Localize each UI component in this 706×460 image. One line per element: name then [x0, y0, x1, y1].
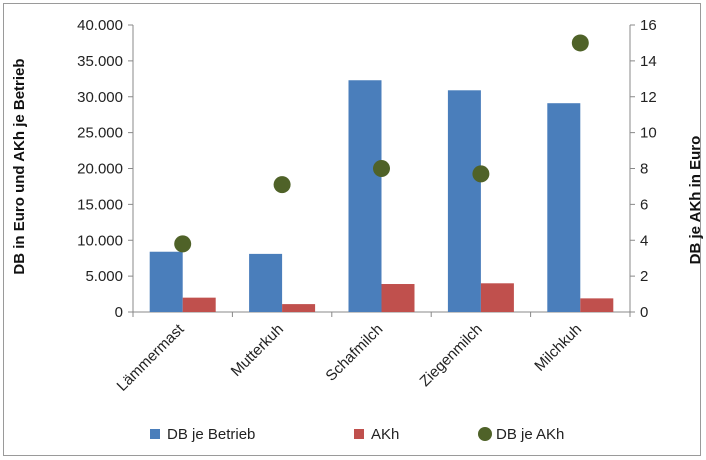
x-tick-label-ziegenmilch: Ziegenmilch	[417, 321, 486, 390]
legend-swatch-akh	[354, 429, 364, 439]
bar-akh-schafmilch	[381, 284, 415, 312]
y-tick-label: 15.000	[77, 196, 123, 213]
y2-tick-label: 12	[640, 89, 657, 106]
y-tick-label: 40.000	[77, 17, 123, 34]
y2-tick-label: 0	[640, 304, 648, 321]
legend-label-db-je-betrieb: DB je Betrieb	[167, 426, 255, 443]
y2-tick-label: 8	[640, 161, 648, 178]
legend-label-akh: AKh	[371, 426, 399, 443]
point-db-je-akh-ziegenmilch	[472, 165, 490, 183]
bar-db-je-betrieb-ziegenmilch	[447, 90, 481, 312]
y-axis-title: DB in Euro und AKh je Betrieb	[11, 58, 28, 274]
y-tick-label: 20.000	[77, 161, 123, 178]
point-db-je-akh-milchkuh	[571, 34, 589, 52]
y-tick-label: 10.000	[77, 232, 123, 249]
y-tick-label: 35.000	[77, 53, 123, 70]
y-tick-label: 5.000	[85, 268, 123, 285]
bar-db-je-betrieb-schafmilch	[348, 80, 382, 312]
x-tick-label-laemmermast: Lämmermast	[114, 320, 188, 394]
bar-akh-mutterkuh	[282, 304, 316, 312]
y-tick-label: 25.000	[77, 125, 123, 142]
bar-db-je-betrieb-mutterkuh	[249, 253, 283, 312]
x-tick-label-schafmilch: Schafmilch	[322, 321, 386, 385]
y2-tick-label: 14	[640, 53, 657, 70]
legend-swatch-db-je-betrieb	[150, 429, 160, 439]
y2-tick-label: 10	[640, 125, 657, 142]
y2-tick-label: 2	[640, 268, 648, 285]
y-tick-label: 0	[115, 304, 123, 321]
y2-tick-label: 6	[640, 196, 648, 213]
x-tick-label-milchkuh: Milchkuh	[531, 321, 585, 375]
y2-axis-title: DB je AKh in Euro	[687, 136, 704, 265]
point-db-je-akh-mutterkuh	[273, 176, 291, 194]
bar-db-je-betrieb-milchkuh	[547, 103, 581, 313]
bar-akh-laemmermast	[182, 297, 216, 312]
bar-akh-milchkuh	[580, 298, 614, 312]
y2-tick-label: 16	[640, 17, 657, 34]
legend-swatch-db-je-akh	[478, 427, 492, 441]
point-db-je-akh-schafmilch	[373, 160, 390, 177]
bar-akh-ziegenmilch	[480, 283, 514, 312]
point-db-je-akh-laemmermast	[174, 235, 192, 253]
y-tick-label: 30.000	[77, 89, 123, 106]
y2-tick-label: 4	[640, 232, 648, 249]
x-tick-label-mutterkuh: Mutterkuh	[228, 321, 287, 380]
legend-label-db-je-akh: DB je AKh	[496, 426, 564, 443]
bar-db-je-betrieb-laemmermast	[149, 251, 183, 312]
